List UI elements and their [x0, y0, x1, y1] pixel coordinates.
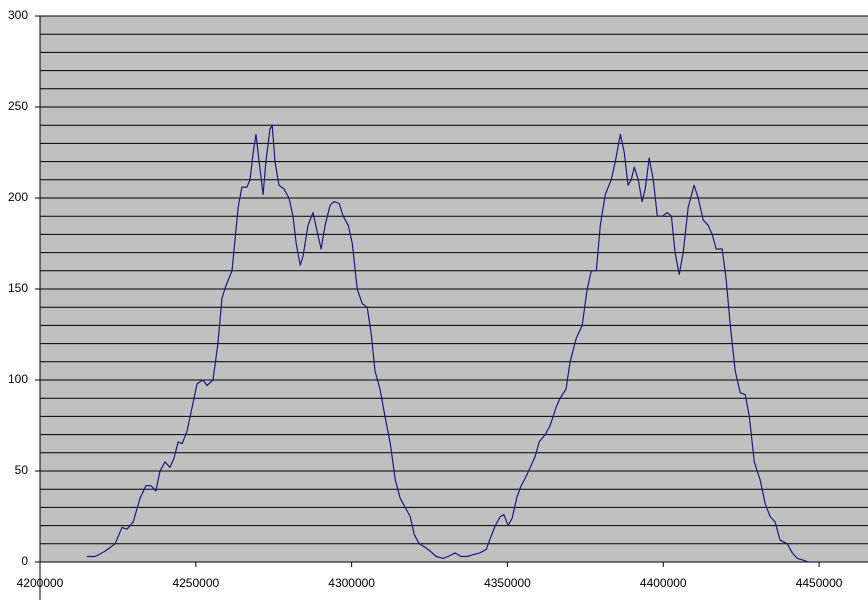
x-tick-label: 4300000 [328, 576, 375, 590]
y-tick-label: 200 [8, 190, 28, 204]
x-tick-label: 4400000 [640, 576, 687, 590]
x-tick-label: 4250000 [172, 576, 219, 590]
data-line [87, 124, 814, 563]
y-tick-label: 0 [21, 554, 28, 568]
y-tick-label: 300 [8, 8, 28, 22]
y-tick-label: 50 [15, 463, 29, 477]
x-tick-label: 4450000 [796, 576, 843, 590]
y-tick-label: 100 [8, 372, 28, 386]
y-tick-label: 250 [8, 99, 28, 113]
x-tick-label: 4350000 [484, 576, 531, 590]
y-tick-label: 150 [8, 281, 28, 295]
